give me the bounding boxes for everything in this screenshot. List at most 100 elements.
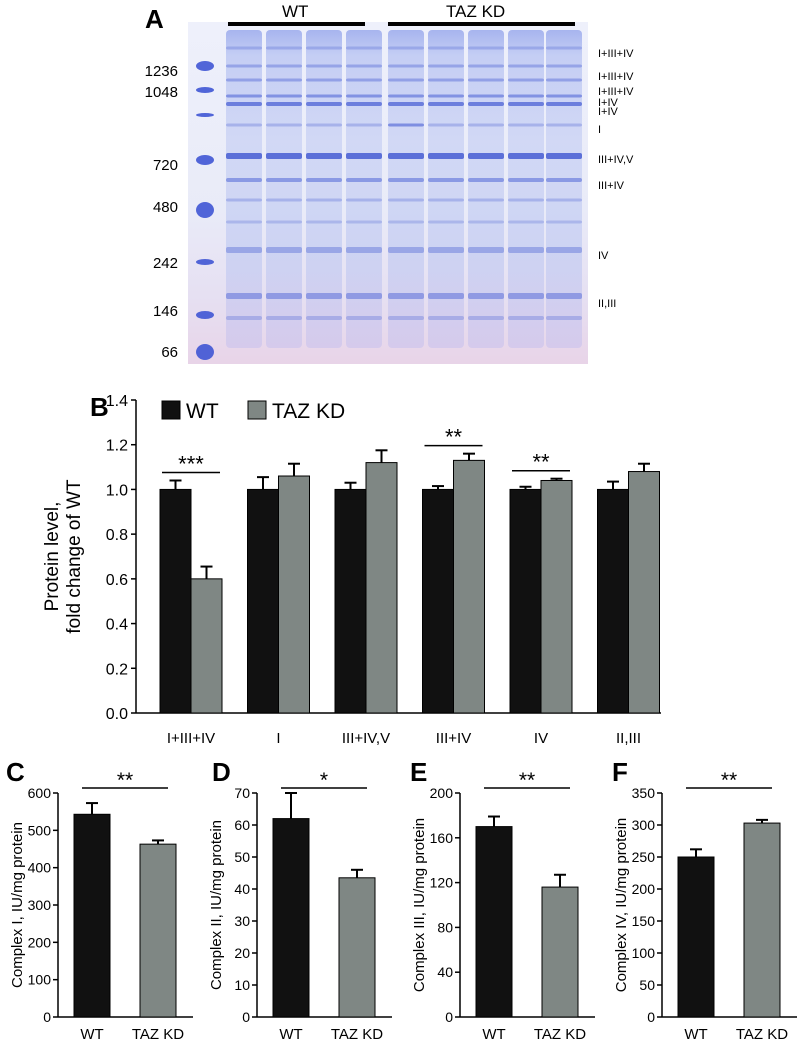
y-axis-label: Complex III, IU/mg protein <box>411 818 428 992</box>
gel-band <box>226 316 262 320</box>
gel-band <box>306 293 342 299</box>
gel-band <box>226 94 262 98</box>
y-tick-label: 10 <box>234 977 250 993</box>
gel-band <box>546 247 582 253</box>
gel-band <box>346 153 382 159</box>
gel-band <box>266 123 302 127</box>
gel-band <box>546 293 582 299</box>
x-tick-label: TAZ KD <box>534 1026 586 1043</box>
gel-band <box>546 46 582 50</box>
gel-band <box>546 153 582 159</box>
gel-band <box>388 102 424 106</box>
y-tick-label: 350 <box>632 785 656 801</box>
gel-band <box>508 64 544 68</box>
chart-f: 0 50 100 150 200 250 300 350 Complex IV, IU/mg p… <box>613 769 797 1043</box>
significance-marker: ** <box>445 425 463 450</box>
panel-letter-f: F <box>612 757 628 787</box>
gel-band <box>266 316 302 320</box>
legend-label-wt: WT <box>186 400 219 423</box>
gel-band <box>266 46 302 50</box>
gel-band <box>508 123 544 127</box>
gel-band <box>468 293 504 299</box>
x-tick-label: I+III+IV <box>167 730 215 747</box>
panel-letter-e: E <box>410 757 428 787</box>
marker-labels: 1236 1048 720 480 242 146 66 <box>145 63 178 361</box>
bar-wt <box>677 856 715 1018</box>
bar-taz-kd <box>628 471 660 714</box>
gel-band <box>468 78 504 82</box>
gel-band <box>388 247 424 253</box>
gel-band <box>546 102 582 106</box>
ladder-band <box>196 113 214 117</box>
gel-lane <box>428 30 464 348</box>
panel-letter-b: B <box>90 392 109 422</box>
gel-band <box>306 102 342 106</box>
significance-marker: * <box>320 769 328 792</box>
y-axis-label: Complex II, IU/mg protein <box>208 820 225 990</box>
y-tick-label: 150 <box>632 913 656 929</box>
panel-letter-c: C <box>6 757 25 787</box>
gel-lane <box>266 30 302 348</box>
gel-band <box>428 94 464 98</box>
y-tick-label: 20 <box>234 945 250 961</box>
band-label: I+III+IV <box>598 86 634 98</box>
ladder-band <box>196 202 214 218</box>
gel-band <box>388 78 424 82</box>
gel-band <box>306 123 342 127</box>
gel-band <box>468 102 504 106</box>
panel-letter-d: D <box>212 757 231 787</box>
band-label: III+IV <box>598 180 625 192</box>
ladder-band <box>196 259 214 265</box>
gel-band <box>306 153 342 159</box>
marker-label: 66 <box>161 344 178 361</box>
gel-band <box>388 293 424 299</box>
gel-band <box>428 46 464 50</box>
bar-wt <box>334 488 367 714</box>
marker-label: 720 <box>153 157 178 174</box>
gel-band <box>306 94 342 98</box>
gel-band <box>388 64 424 68</box>
ladder-band <box>196 61 214 71</box>
y-tick-label: 200 <box>430 785 454 801</box>
x-tick-label: WT <box>279 1026 302 1043</box>
gel-band <box>508 316 544 320</box>
gel-band <box>388 220 424 224</box>
gel-band <box>546 316 582 320</box>
gel-band <box>508 293 544 299</box>
marker-label: 242 <box>153 255 178 272</box>
gel-band <box>226 220 262 224</box>
gel-lanes <box>196 30 582 360</box>
gel-band <box>346 198 382 202</box>
bar-wt <box>73 813 111 1018</box>
gel-band <box>346 78 382 82</box>
gel-band <box>346 293 382 299</box>
chart-e: 0 40 80 120 160 200 Complex III, IU/mg protein… <box>411 769 595 1043</box>
y-tick-label: 0 <box>242 1009 250 1025</box>
gel-band <box>226 247 262 253</box>
y-tick-label: 600 <box>28 785 52 801</box>
chart-d: 0 10 20 30 40 50 60 70 Complex II, IU/mg protein… <box>208 769 392 1043</box>
gel-lane <box>226 30 262 348</box>
y-tick-label: 40 <box>437 964 453 980</box>
y-tick-label: 70 <box>234 785 250 801</box>
gel-band <box>266 102 302 106</box>
bar-taz-kd <box>540 479 573 714</box>
gel-band <box>306 220 342 224</box>
y-tick-label: 500 <box>28 822 52 838</box>
gel-band <box>306 316 342 320</box>
gel-band <box>546 178 582 182</box>
band-label: I <box>598 124 601 136</box>
gel-band <box>346 102 382 106</box>
gel-band <box>226 198 262 202</box>
gel-lane <box>306 30 342 348</box>
y-tick-label: 0.2 <box>106 661 128 678</box>
gel-band <box>546 198 582 202</box>
significance-marker: ** <box>117 769 133 792</box>
gel-band <box>468 153 504 159</box>
gel-band <box>306 247 342 253</box>
bar-taz-kd <box>278 475 310 714</box>
legend-swatch-kd <box>247 400 267 420</box>
gel-band <box>428 153 464 159</box>
gel-band <box>266 78 302 82</box>
gel-band <box>546 78 582 82</box>
